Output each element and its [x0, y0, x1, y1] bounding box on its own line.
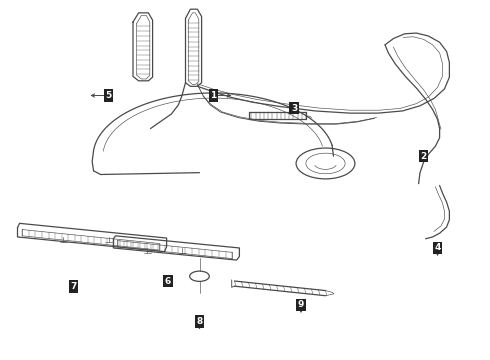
Text: 1: 1	[210, 91, 217, 100]
Text: 9: 9	[298, 300, 304, 309]
Text: 5: 5	[105, 91, 112, 100]
Text: 8: 8	[196, 317, 203, 326]
Text: 2: 2	[420, 152, 427, 161]
Text: 4: 4	[434, 243, 441, 252]
Text: 6: 6	[165, 276, 171, 285]
Text: 7: 7	[70, 282, 77, 291]
Text: 3: 3	[291, 104, 297, 113]
